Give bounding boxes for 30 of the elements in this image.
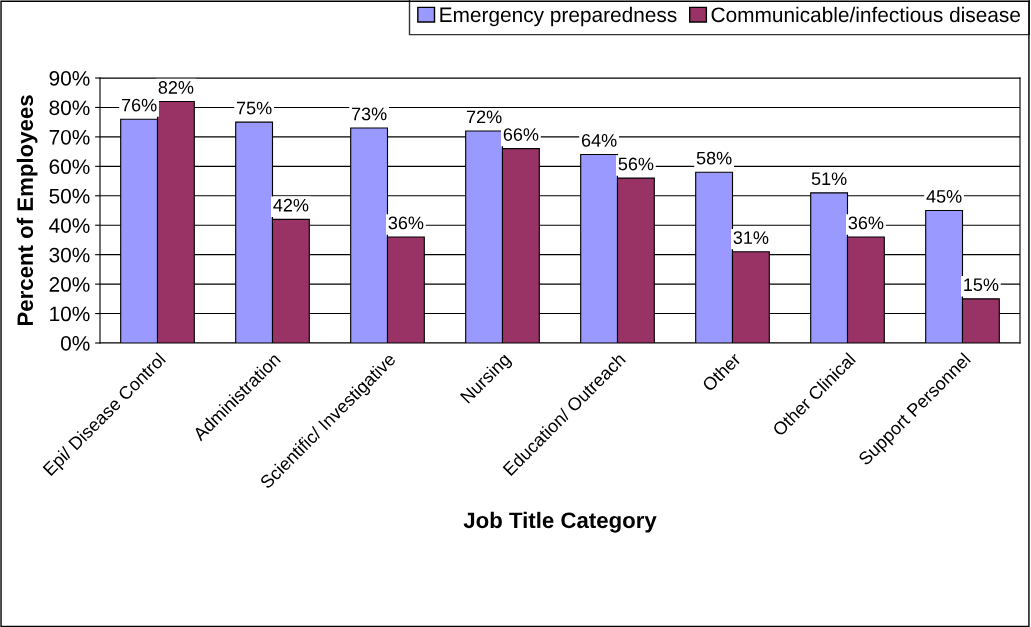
- y-tick-label: 20%: [49, 277, 90, 292]
- data-label: 36%: [388, 216, 424, 230]
- data-label: 56%: [618, 157, 654, 171]
- legend-label: Communicable/infectious disease: [711, 6, 1020, 23]
- data-label: 15%: [964, 278, 999, 292]
- data-label: 42%: [273, 198, 309, 212]
- y-tick-label: 40%: [49, 218, 90, 233]
- y-tick-label: 30%: [49, 247, 90, 263]
- y-tick-label: 50%: [49, 188, 90, 204]
- data-label: 76%: [121, 98, 157, 112]
- data-label: 51%: [811, 172, 847, 186]
- y-tick-label: 70%: [49, 129, 90, 145]
- y-tick-label: 90%: [49, 71, 90, 86]
- data-label: 36%: [848, 216, 884, 230]
- x-axis-title: Job Title Category: [463, 511, 657, 533]
- data-label: 58%: [696, 151, 732, 165]
- data-label: 75%: [236, 101, 272, 115]
- data-label: 72%: [466, 110, 502, 124]
- y-tick-label: 60%: [49, 159, 90, 175]
- data-label: 66%: [503, 128, 539, 141]
- data-label: 64%: [581, 134, 617, 147]
- legend-label: Emergency preparedness: [440, 6, 677, 27]
- data-label: 73%: [351, 107, 387, 121]
- data-label: 82%: [158, 81, 194, 94]
- data-label: 31%: [733, 231, 769, 244]
- y-axis-title: Percent of Employees: [16, 95, 38, 326]
- y-tick-label: 80%: [49, 100, 90, 116]
- y-tick-label: 10%: [50, 306, 90, 322]
- y-tick-label: 0%: [60, 336, 90, 351]
- data-label: 45%: [926, 190, 962, 203]
